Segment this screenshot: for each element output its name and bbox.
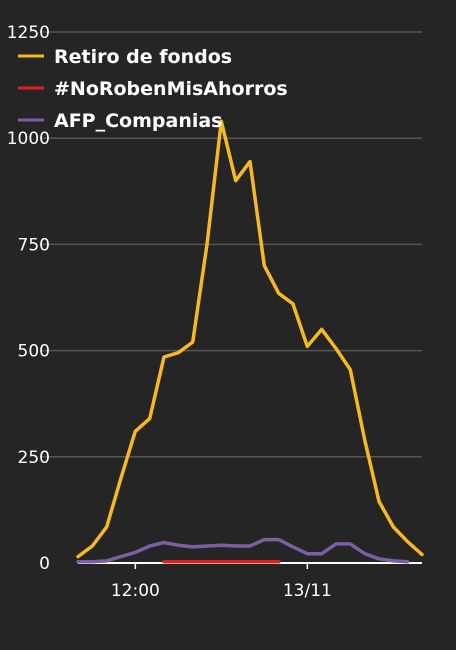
y-tick-label: 1000	[7, 129, 50, 149]
legend-label-norobenmisahorros: #NoRobenMisAhorros	[54, 78, 288, 100]
series-line-afp-companias	[76, 537, 410, 564]
gridlines	[40, 31, 422, 458]
x-tick-label: 13/11	[283, 581, 332, 601]
legend-label-retiro-de-fondos: Retiro de fondos	[54, 46, 232, 68]
series-lines	[76, 119, 424, 564]
y-tick-label: 750	[18, 235, 50, 255]
legend: Retiro de fondos #NoRobenMisAhorros AFP_Co…	[18, 46, 288, 132]
x-tick-label: 12:00	[111, 581, 160, 601]
y-tick-label: 250	[18, 448, 50, 468]
series-line-retiro-de-fondos	[76, 119, 424, 559]
y-tick-label: 0	[39, 554, 50, 574]
y-tick-label: 1250	[7, 23, 50, 43]
y-tick-label: 500	[18, 342, 50, 362]
legend-label-afp-companias: AFP_Companias	[54, 110, 223, 132]
axes: 0 250 500 750 1000 1250 12:00 13/11	[7, 23, 422, 601]
